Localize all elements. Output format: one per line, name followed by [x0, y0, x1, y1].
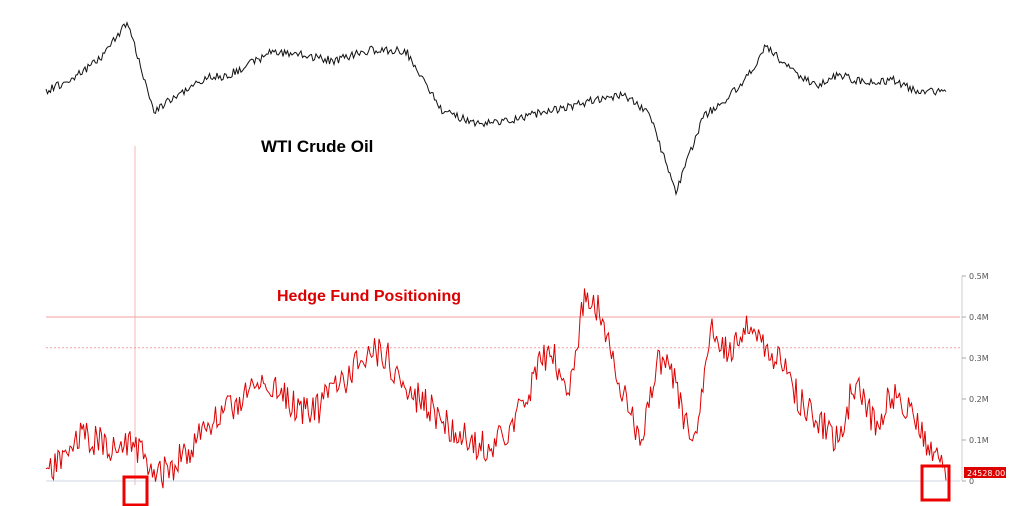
marker-box-right	[920, 464, 951, 502]
wti-chart: WTI Crude Oil	[45, 21, 947, 485]
hedge-fund-chart: 0 0.1M 0.2M 0.3M 0.4M 0.5M Hedge Fund Positio…	[45, 272, 1006, 506]
wti-price-line	[45, 21, 947, 196]
hedge-fund-chart-title: Hedge Fund Positioning	[277, 288, 461, 305]
last-value-label: 24528.00	[967, 469, 1005, 478]
last-value-badge: 24528.00	[964, 467, 1006, 478]
last-value-badge-background	[964, 467, 1006, 478]
wti-chart-title: WTI Crude Oil	[261, 137, 373, 156]
hedge-fund-positioning-line	[45, 288, 947, 489]
y-tick-label: 0.2M	[969, 395, 989, 404]
y-tick-label: 0.1M	[969, 436, 989, 445]
y-tick-label: 0.5M	[969, 272, 989, 281]
marker-box-left	[122, 475, 149, 506]
y-tick-label: 0.3M	[969, 354, 989, 363]
y-tick-label: 0.4M	[969, 313, 989, 322]
y-axis: 0 0.1M 0.2M 0.3M 0.4M 0.5M	[961, 272, 989, 486]
y-tick-label: 0	[969, 477, 974, 486]
